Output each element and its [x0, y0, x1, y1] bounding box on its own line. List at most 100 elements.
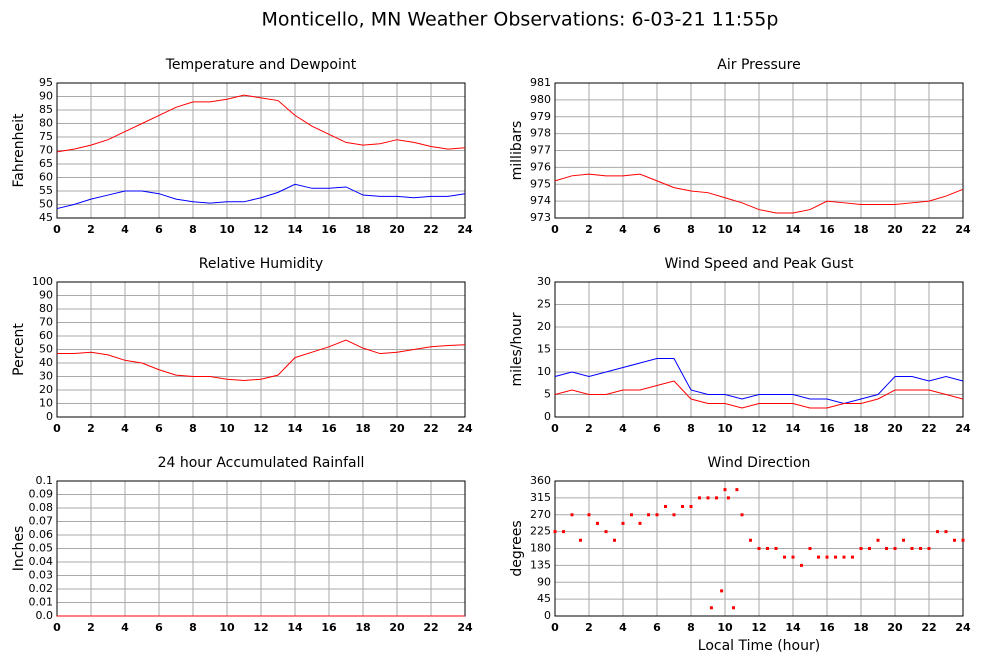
y-tick-label: 70 [39, 144, 53, 157]
x-tick-label: 14 [785, 422, 801, 435]
x-tick-label: 10 [219, 422, 235, 435]
x-tick-label: 24 [457, 223, 473, 236]
y-tick-label: 15 [537, 343, 551, 356]
x-tick-label: 10 [717, 422, 733, 435]
line-series [57, 339, 466, 382]
scatter-point [732, 606, 735, 610]
x-tick-label: 14 [785, 223, 801, 236]
scatter-point [825, 555, 829, 559]
y-tick-label: 50 [39, 198, 53, 211]
scatter-point [791, 555, 795, 559]
scatter-point [579, 538, 582, 542]
y-tick-label: 973 [530, 211, 551, 224]
plot-border [554, 82, 964, 219]
line-series [56, 183, 466, 210]
y-tick-label: 0.01 [29, 596, 54, 609]
y-tick-label: 0.0 [36, 609, 54, 622]
x-tick-label: 18 [355, 223, 370, 236]
scatter-point [783, 555, 786, 559]
y-tick-label: 70 [39, 316, 53, 329]
x-tick-label: 2 [585, 422, 593, 435]
x-tick-label: 24 [955, 621, 971, 634]
scatter-point [681, 505, 684, 508]
scatter-point [749, 538, 752, 542]
x-tick-label: 10 [717, 621, 733, 634]
x-tick-label: 16 [321, 223, 337, 236]
y-tick-label: 10 [537, 365, 551, 378]
y-tick-label: 25 [537, 298, 551, 311]
scatter-point [800, 563, 803, 567]
y-tick-label: 50 [39, 343, 53, 356]
y-tick-label: 0.07 [29, 515, 54, 528]
x-tick-label: 22 [423, 422, 438, 435]
x-tick-label: 16 [819, 223, 835, 236]
scatter-point [596, 521, 599, 525]
y-tick-label: 10 [39, 397, 53, 410]
scatter-point [817, 555, 820, 559]
x-tick-label: 20 [887, 422, 903, 435]
y-tick-label: 60 [39, 329, 53, 342]
x-tick-label: 18 [853, 223, 868, 236]
scatter-point [587, 513, 591, 517]
x-tick-label: 14 [287, 621, 303, 634]
y-tick-label: 980 [530, 93, 551, 106]
line-series [554, 380, 964, 409]
y-tick-label: 0.1 [36, 474, 54, 487]
y-tick-label: 0.09 [29, 488, 54, 501]
x-tick-label: 0 [53, 621, 61, 634]
x-tick-label: 0 [53, 223, 61, 236]
scatter-point [715, 496, 718, 500]
y-tick-label: 20 [39, 383, 53, 396]
scatter-point [740, 513, 744, 517]
y-axis-label: Percent [11, 323, 27, 376]
scatter-point [859, 547, 863, 550]
x-tick-label: 4 [619, 223, 627, 236]
y-tick-label: 315 [530, 491, 551, 504]
x-tick-label: 22 [423, 621, 438, 634]
scatter-point [664, 505, 667, 508]
x-tick-label: 16 [819, 422, 835, 435]
x-tick-label: 22 [921, 223, 936, 236]
x-tick-label: 12 [253, 223, 268, 236]
x-tick-label: 8 [189, 621, 197, 634]
x-tick-label: 2 [585, 223, 593, 236]
y-axis-label: miles/hour [509, 312, 525, 386]
y-tick-label: 5 [544, 388, 551, 401]
x-tick-label: 8 [189, 422, 197, 435]
scatter-point [842, 555, 846, 559]
y-tick-label: 20 [537, 320, 551, 333]
x-tick-label: 22 [423, 223, 438, 236]
x-tick-label: 16 [321, 621, 337, 634]
x-tick-label: 2 [87, 621, 95, 634]
scatter-point [723, 488, 727, 492]
x-axis-label: Local Time (hour) [698, 638, 820, 654]
scatter-point [672, 513, 676, 517]
x-tick-label: 14 [785, 621, 801, 634]
scatter-point [936, 530, 939, 534]
x-tick-label: 6 [653, 422, 661, 435]
y-tick-label: 180 [530, 542, 551, 555]
x-tick-label: 12 [751, 621, 766, 634]
chart-title: Temperature and Dewpoint [165, 57, 357, 73]
x-tick-label: 0 [53, 422, 61, 435]
chart-title: Relative Humidity [199, 256, 323, 272]
x-tick-label: 2 [87, 223, 95, 236]
y-tick-label: 100 [32, 275, 53, 288]
y-tick-label: 75 [39, 130, 53, 143]
x-tick-label: 16 [321, 422, 337, 435]
x-tick-label: 24 [457, 621, 473, 634]
scatter-point [562, 530, 565, 534]
chart-title: 24 hour Accumulated Rainfall [158, 455, 365, 471]
y-tick-label: 0.04 [29, 555, 54, 568]
x-tick-label: 4 [121, 422, 129, 435]
scatter-point [851, 555, 854, 559]
scatter-point [706, 496, 710, 500]
y-tick-label: 225 [530, 525, 551, 538]
scatter-point [774, 547, 778, 550]
x-tick-label: 20 [887, 223, 903, 236]
scatter-point [808, 547, 812, 550]
y-tick-label: 40 [39, 356, 53, 369]
x-tick-label: 14 [287, 422, 303, 435]
scatter-point [647, 513, 650, 517]
